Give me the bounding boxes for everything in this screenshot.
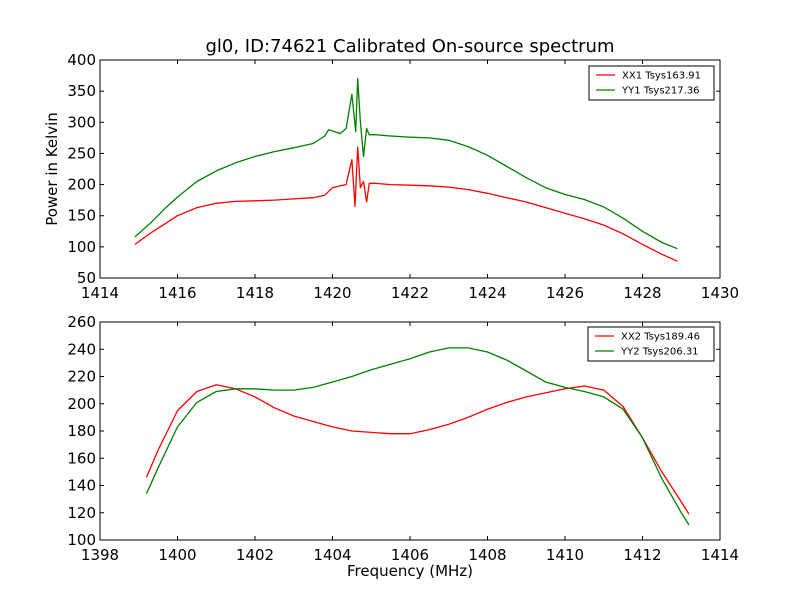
x-tick-label: 1428: [623, 284, 661, 302]
y-tick-label: 220: [67, 368, 96, 386]
x-tick-label: 1400: [158, 546, 196, 564]
x-tick-label: 1430: [701, 284, 739, 302]
y-tick-label: 160: [67, 449, 96, 467]
legend: XX2 Tsys189.46 YY2 Tsys206.31: [587, 326, 715, 362]
series-line-2: [145, 347, 690, 526]
y-tick-label: 260: [67, 313, 96, 331]
x-tick-label: 1408: [468, 546, 506, 564]
y-tick-label: 200: [67, 176, 96, 194]
y-tick-label: 200: [67, 395, 96, 413]
y-tick-label: 400: [67, 51, 96, 69]
x-tick-label: 1418: [236, 284, 274, 302]
y-tick-label: 100: [67, 531, 96, 549]
top-spectrum-plot: 1414 1416 1418 1420 1422 1424 1426 1428 1430 50 10…: [67, 51, 739, 302]
y-tick-label: 250: [67, 144, 96, 162]
series-line-1: [145, 384, 690, 515]
legend-box: [588, 65, 715, 101]
legend: XX1 Tsys163.91 YY1 Tsys217.36: [588, 65, 715, 101]
x-axis-label: Frequency (MHz): [347, 562, 473, 580]
y-tick-label: 120: [67, 504, 96, 522]
x-tick-label: 1414: [701, 546, 739, 564]
y-tick-label: 140: [67, 477, 96, 495]
x-tick-label: 1404: [313, 546, 351, 564]
legend-label: YY1 Tsys217.36: [621, 86, 700, 97]
y-tick-label: 240: [67, 340, 96, 358]
series-line-2: [134, 78, 678, 250]
y-tick-label: 180: [67, 422, 96, 440]
x-tick-label: 1410: [546, 546, 584, 564]
series-line-1: [134, 146, 678, 262]
chart-title: gl0, ID:74621 Calibrated On-source spect…: [205, 36, 614, 57]
x-tick-label: 1424: [468, 284, 506, 302]
y-tick-label: 300: [67, 113, 96, 131]
y-tick-label: 150: [67, 207, 96, 225]
x-tick-label: 1420: [313, 284, 351, 302]
x-tick-label: 1422: [391, 284, 429, 302]
x-tick-label: 1412: [623, 546, 661, 564]
x-tick-label: 1406: [391, 546, 429, 564]
x-tick-label: 1402: [236, 546, 274, 564]
y-axis-label: Power in Kelvin: [43, 112, 61, 226]
y-tick-label: 100: [67, 238, 96, 256]
y-tick-label: 50: [77, 269, 96, 287]
y-tick-label: 350: [67, 82, 96, 100]
x-tick-label: 1426: [546, 284, 584, 302]
x-tick-label: 1414: [81, 284, 119, 302]
legend-label: XX1 Tsys163.91: [622, 71, 701, 82]
legend-label: XX2 Tsys189.46: [621, 332, 700, 343]
bottom-spectrum-plot: 1398 1400 1402 1404 1406 1408 1410 1412 1414 100 1…: [67, 313, 739, 564]
x-tick-label: 1398: [81, 546, 119, 564]
x-tick-label: 1416: [158, 284, 196, 302]
legend-label: YY2 Tsys206.31: [620, 347, 699, 358]
legend-box: [587, 326, 715, 362]
